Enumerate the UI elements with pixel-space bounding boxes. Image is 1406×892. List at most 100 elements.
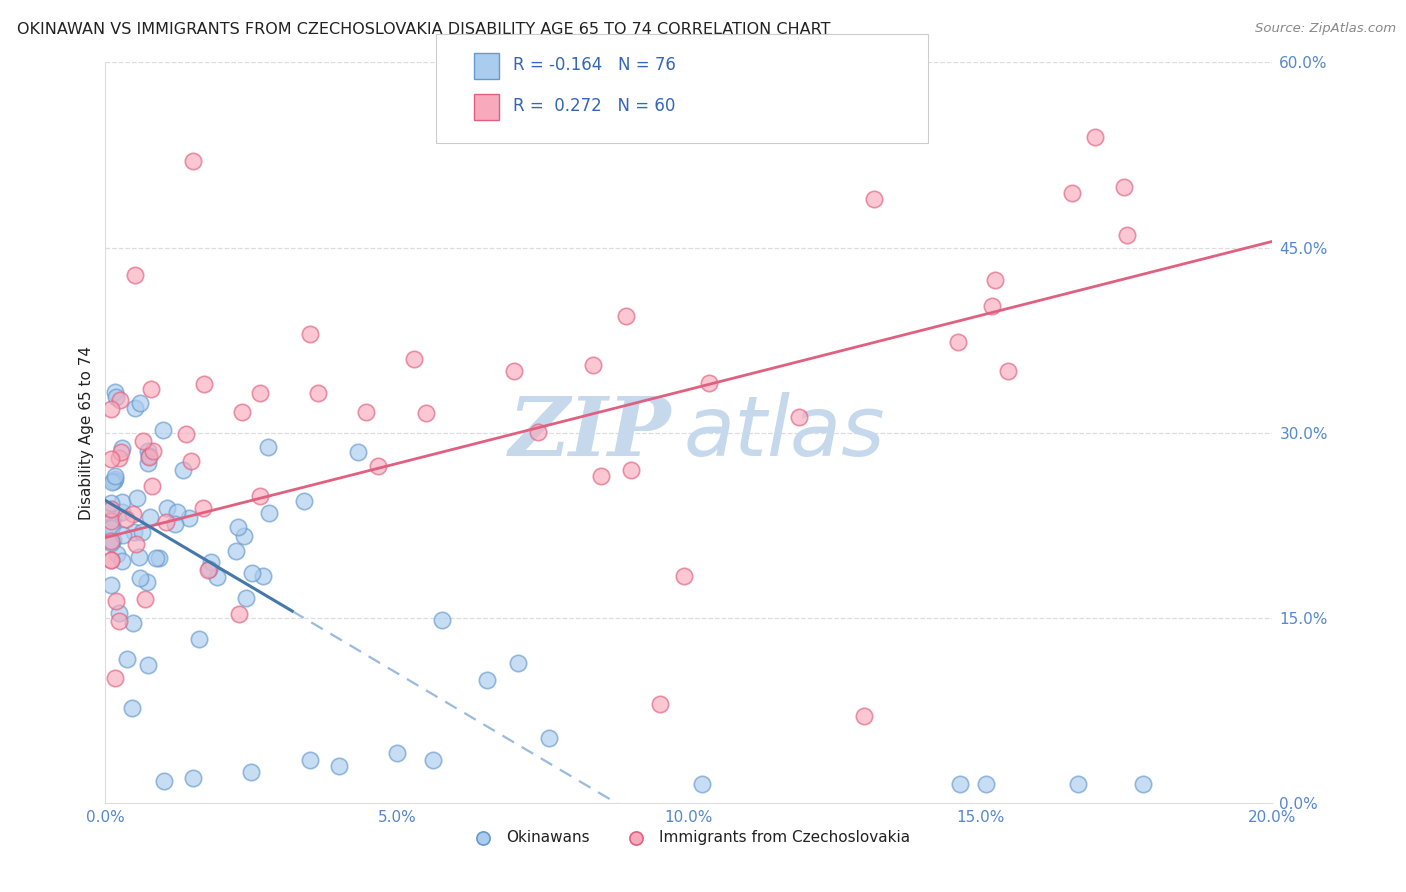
Point: [141, 479, 163, 493]
Point: [422, 753, 444, 767]
Point: [122, 507, 145, 521]
Point: [110, 445, 132, 459]
Point: [104, 384, 127, 399]
Point: [100, 553, 122, 567]
Point: [1084, 130, 1107, 145]
Point: [231, 405, 253, 419]
Point: [111, 528, 134, 542]
Point: [100, 514, 122, 528]
Point: [180, 453, 202, 467]
Point: [673, 568, 696, 582]
Point: [432, 613, 454, 627]
Point: [1060, 186, 1083, 200]
Point: [181, 154, 204, 169]
Point: [538, 731, 561, 745]
Point: [132, 434, 155, 449]
Point: [100, 496, 122, 510]
Point: [415, 406, 437, 420]
Point: [1114, 180, 1136, 194]
Point: [145, 551, 167, 566]
Text: R = -0.164   N = 76: R = -0.164 N = 76: [513, 56, 676, 74]
Point: [298, 326, 321, 341]
Point: [983, 273, 1005, 287]
Point: [188, 632, 211, 646]
Point: [174, 426, 197, 441]
Point: [506, 656, 529, 670]
Point: [193, 377, 215, 392]
Point: [100, 534, 122, 549]
Point: [136, 658, 159, 673]
Point: [328, 758, 350, 772]
Point: [307, 386, 329, 401]
Point: [136, 575, 159, 590]
Text: OKINAWAN VS IMMIGRANTS FROM CZECHOSLOVAKIA DISABILITY AGE 65 TO 74 CORRELATION C: OKINAWAN VS IMMIGRANTS FROM CZECHOSLOVAK…: [17, 22, 831, 37]
Point: [240, 764, 263, 779]
Point: [177, 510, 200, 524]
Point: [193, 501, 215, 516]
Point: [948, 777, 970, 791]
Point: [100, 521, 122, 535]
Point: [108, 392, 131, 407]
Point: [111, 505, 134, 519]
Point: [181, 771, 204, 785]
Point: [249, 385, 271, 400]
Point: [138, 456, 160, 470]
Point: [100, 451, 122, 466]
Point: [125, 537, 148, 551]
Point: [235, 591, 257, 605]
Point: [104, 390, 127, 404]
Point: [136, 443, 159, 458]
Point: [1115, 228, 1137, 243]
Point: [127, 491, 149, 505]
Y-axis label: Disability Age 65 to 74: Disability Age 65 to 74: [79, 345, 94, 520]
Point: [697, 376, 720, 391]
Point: [200, 555, 222, 569]
Point: [148, 551, 170, 566]
Point: [690, 777, 713, 791]
Point: [104, 472, 127, 486]
Point: [1067, 777, 1090, 791]
Point: [367, 459, 389, 474]
Point: [252, 569, 274, 583]
Point: [156, 501, 179, 516]
Point: [129, 396, 152, 410]
Point: [347, 444, 370, 458]
Point: [105, 594, 128, 608]
Text: ZIP: ZIP: [509, 392, 672, 473]
Point: [207, 570, 229, 584]
Point: [108, 606, 131, 620]
Point: [121, 701, 143, 715]
Point: [997, 364, 1019, 378]
Point: [257, 440, 280, 454]
Point: [1132, 777, 1154, 791]
Point: [104, 468, 127, 483]
Point: [354, 405, 377, 419]
Point: [124, 401, 146, 415]
Text: R =  0.272   N = 60: R = 0.272 N = 60: [513, 97, 675, 115]
Point: [166, 505, 188, 519]
Point: [103, 474, 125, 488]
Point: [152, 424, 174, 438]
Point: [124, 268, 146, 282]
Point: [103, 671, 125, 685]
Point: [863, 192, 886, 206]
Point: [110, 441, 132, 455]
Point: [233, 529, 256, 543]
Point: [128, 571, 150, 585]
Point: [100, 501, 122, 516]
Point: [128, 549, 150, 564]
Point: [103, 533, 125, 548]
Legend: Okinawans, Immigrants from Czechoslovakia: Okinawans, Immigrants from Czechoslovaki…: [463, 823, 915, 851]
Point: [138, 449, 160, 463]
Point: [122, 524, 145, 539]
Point: [100, 502, 122, 516]
Point: [111, 554, 134, 568]
Point: [228, 607, 250, 621]
Point: [108, 450, 131, 465]
Point: [101, 519, 124, 533]
Point: [142, 444, 165, 458]
Point: [100, 533, 122, 548]
Point: [197, 562, 219, 576]
Point: [134, 591, 156, 606]
Point: [131, 524, 153, 539]
